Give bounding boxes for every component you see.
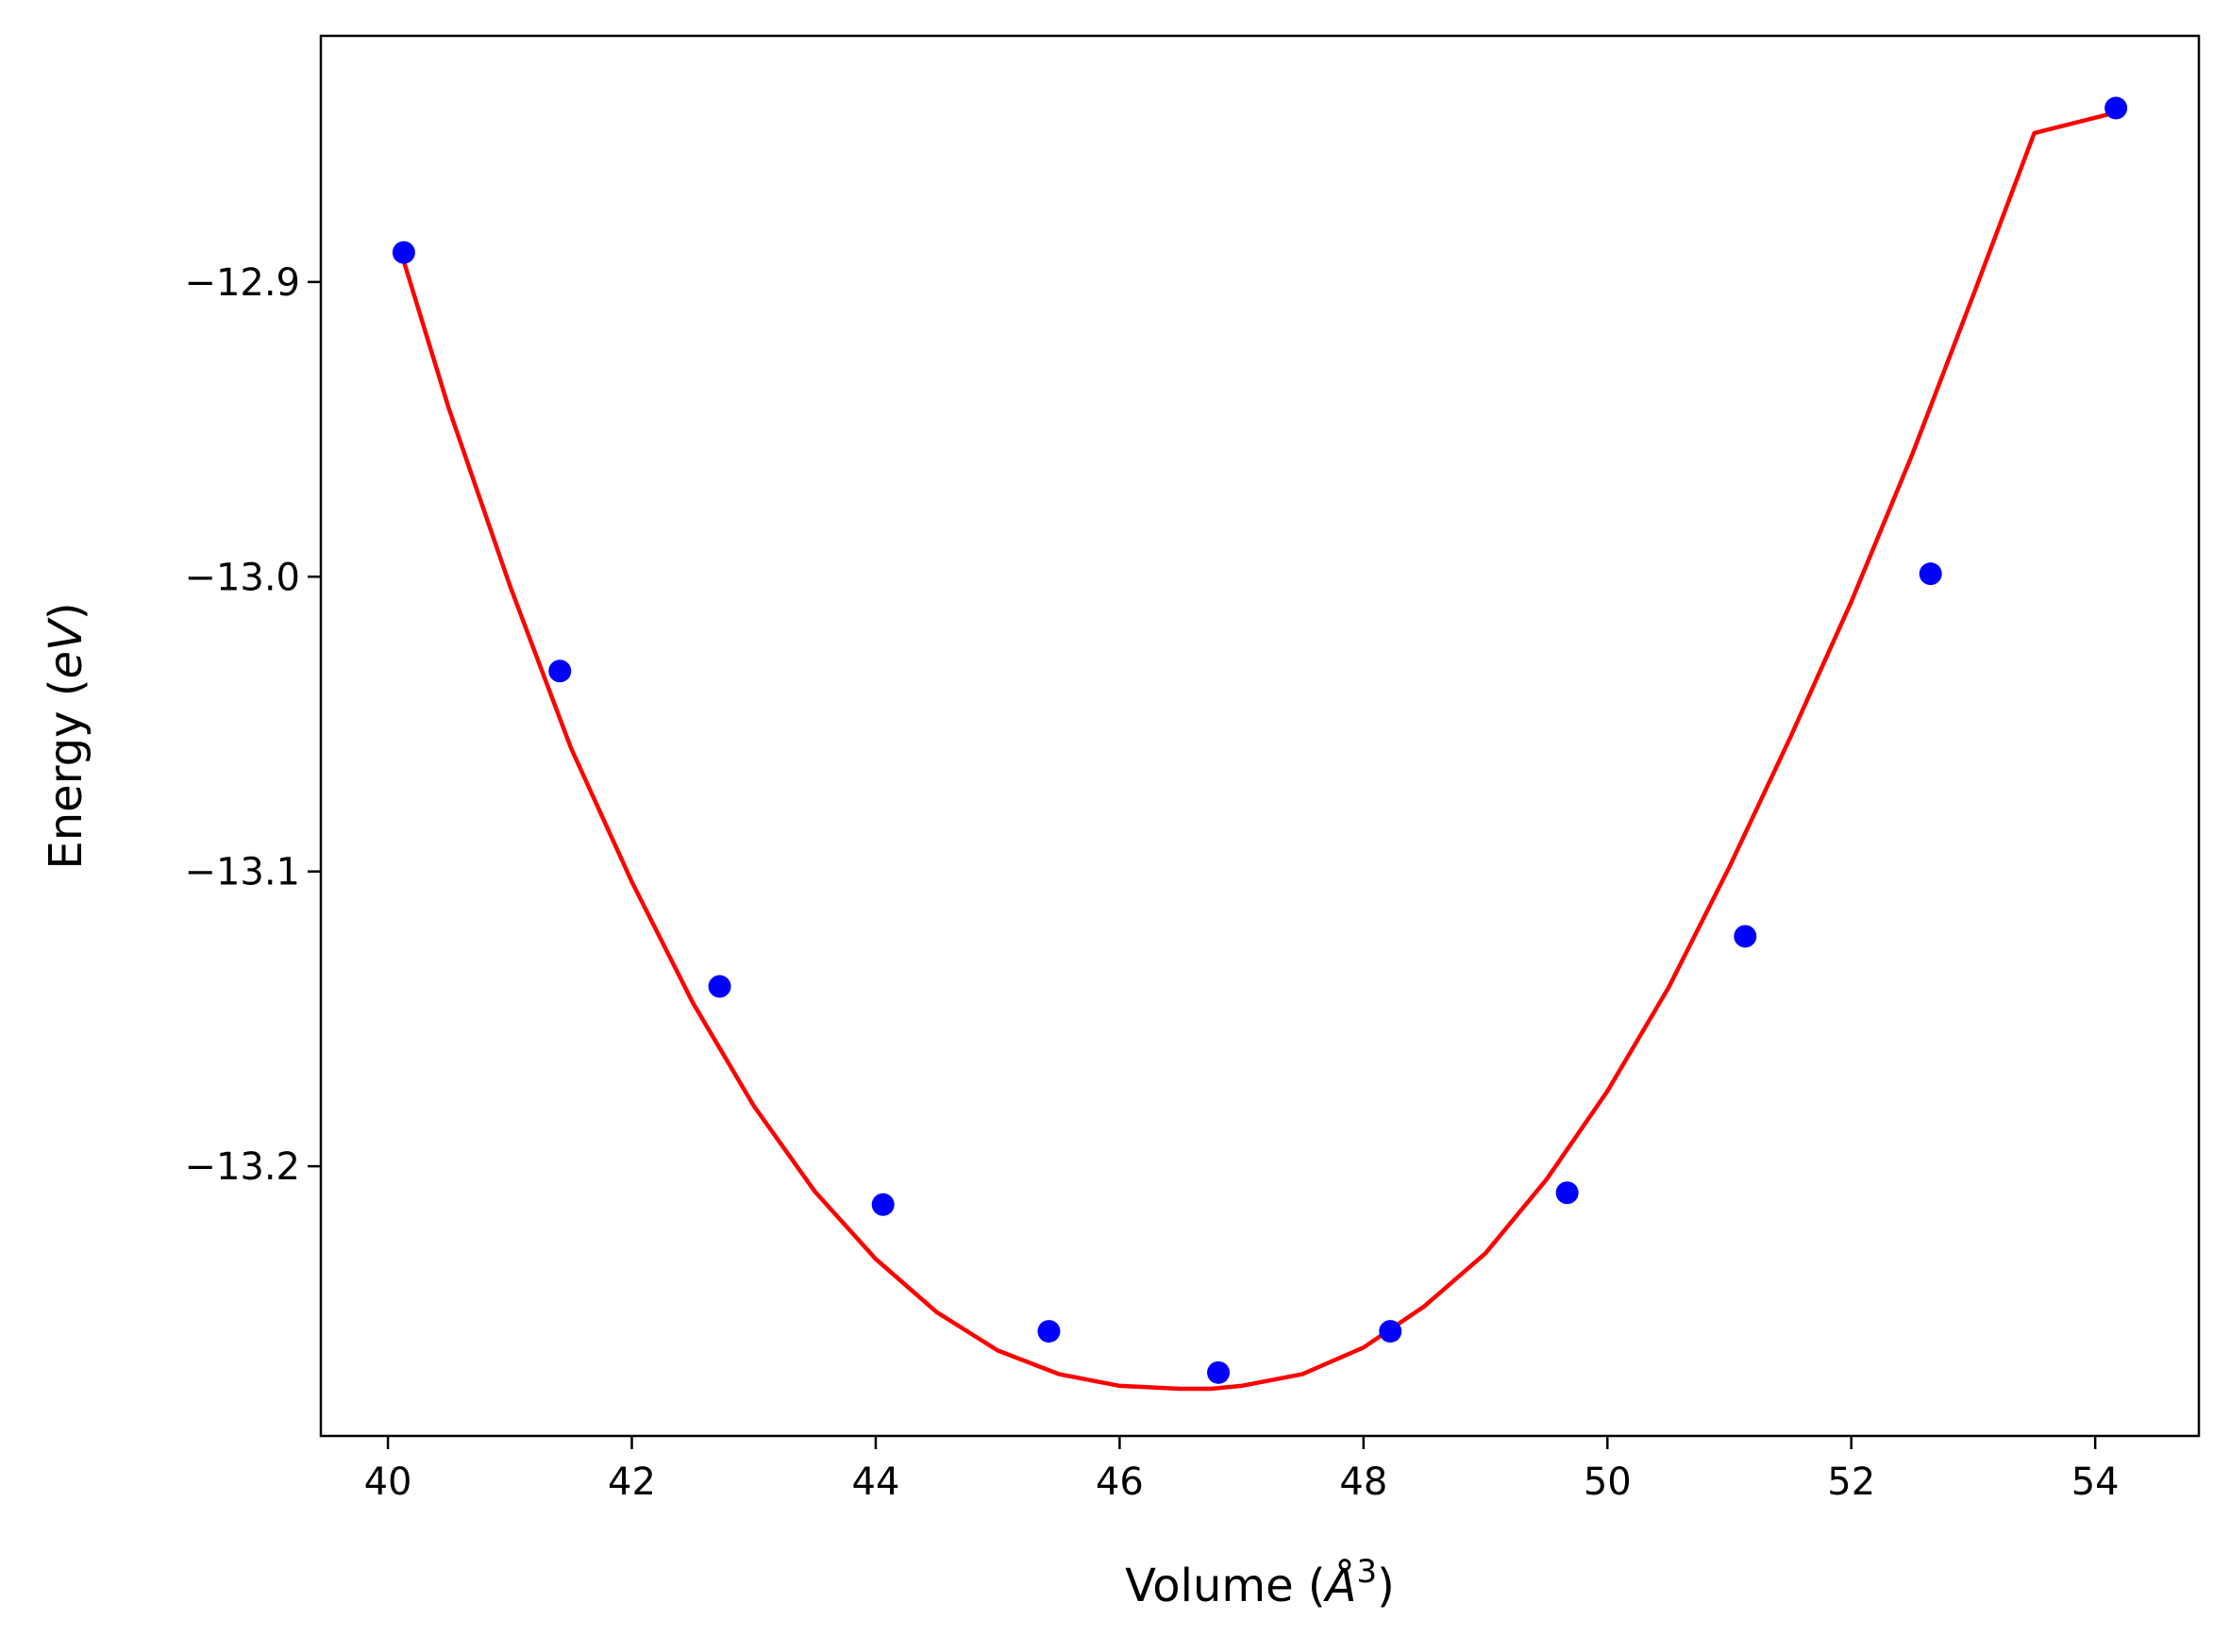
plot-area (392, 96, 2128, 1392)
data-point (1207, 1360, 1231, 1384)
fit-curve (401, 110, 2117, 1392)
data-point (1037, 1320, 1061, 1343)
x-tick-label: 46 (1096, 1460, 1144, 1504)
x-axis-label: Volume (Å3) (1125, 1553, 1395, 1612)
data-point (1555, 1181, 1579, 1205)
y-tick-label: −13.2 (184, 1145, 300, 1189)
x-tick-label: 48 (1339, 1460, 1387, 1504)
data-point (2104, 96, 2128, 120)
y-tick-label: −12.9 (184, 261, 300, 305)
x-axis-ticks: 40 42 44 46 48 50 52 54 (364, 1436, 2120, 1504)
x-tick-label: 44 (852, 1460, 900, 1504)
data-point (1919, 562, 1942, 586)
y-axis-label: Energy (eV) (40, 602, 92, 869)
axes-frame (319, 34, 2201, 1438)
data-point (548, 659, 572, 683)
x-tick-label: 52 (1827, 1460, 1875, 1504)
y-axis-ticks: −12.9 −13.0 −13.1 −13.2 (184, 261, 321, 1189)
data-point (708, 975, 731, 998)
data-point (871, 1193, 895, 1216)
x-tick-label: 50 (1584, 1460, 1632, 1504)
y-tick-label: −13.1 (184, 851, 300, 894)
data-point (1379, 1320, 1402, 1343)
x-tick-label: 42 (608, 1460, 656, 1504)
x-tick-label: 40 (364, 1460, 412, 1504)
x-tick-label: 54 (2071, 1460, 2120, 1504)
data-points (392, 96, 2128, 1384)
y-tick-label: −13.0 (184, 556, 300, 599)
data-point (392, 241, 415, 264)
data-point (1734, 925, 1757, 948)
